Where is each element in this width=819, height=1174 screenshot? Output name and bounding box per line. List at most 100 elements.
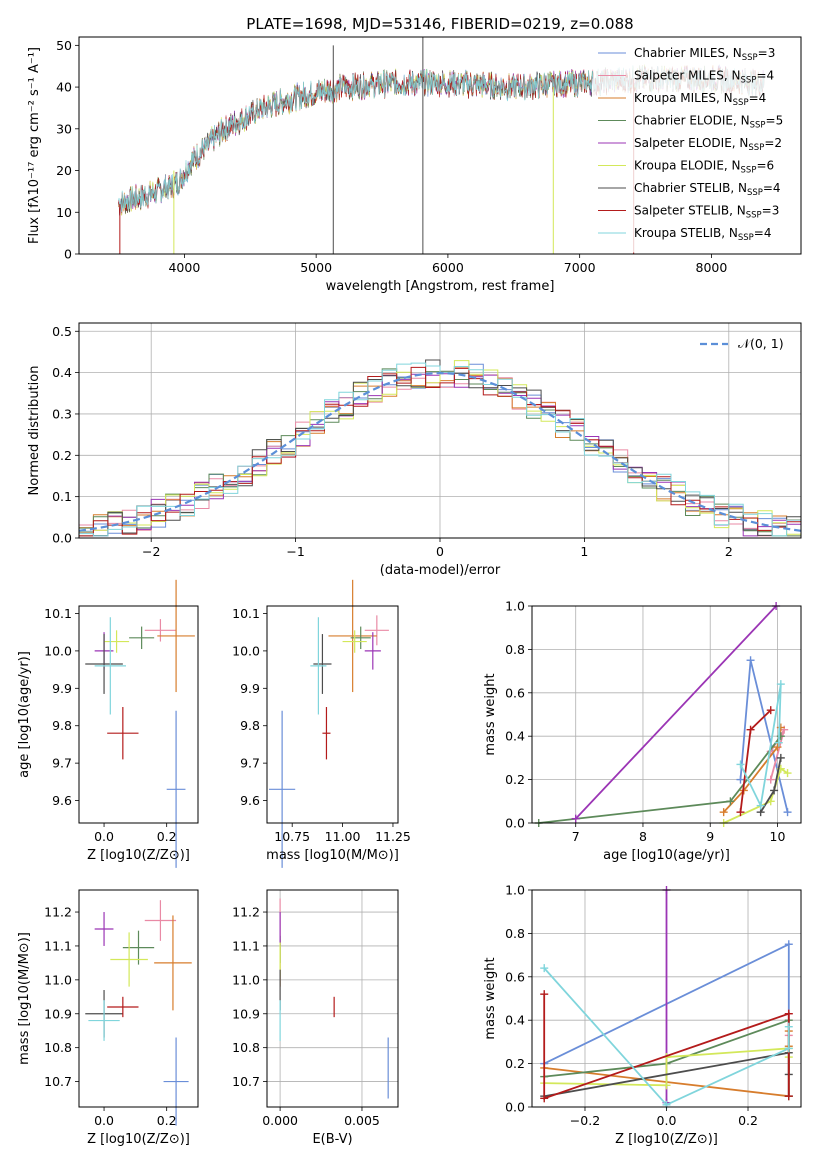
y-tick-label: 11.2 <box>232 905 260 920</box>
x-tick-label: −0.2 <box>570 1113 600 1128</box>
x-tick-label: 1 <box>580 544 588 559</box>
normal-curve <box>78 371 802 532</box>
x-axis-label: mass [log10(M/M⊙)] <box>266 848 399 863</box>
histogram-step <box>79 360 801 535</box>
x-axis-label: Z [log10(Z/Z⊙)] <box>87 848 190 863</box>
x-tick-label: 7 <box>572 829 580 844</box>
y-tick-label: 0.0 <box>505 816 525 831</box>
y-tick-label: 11.1 <box>44 938 72 953</box>
y-tick-label: 0.3 <box>52 406 72 421</box>
x-axis-label: (data-model)/error <box>380 563 501 578</box>
x-tick-label: 0 <box>436 544 444 559</box>
y-tick-label: 10.7 <box>232 1074 260 1089</box>
y-tick-label: 0.8 <box>505 926 525 941</box>
legend-entry: Salpeter ELODIE, NSSP=2 <box>634 136 782 153</box>
x-axis-label: E(B-V) <box>312 1132 352 1147</box>
x-axis-label: Z [log10(Z/Z⊙)] <box>615 1132 718 1147</box>
y-tick-label: 0.0 <box>52 531 72 546</box>
legend-entry: Chabrier STELIB, NSSP=4 <box>634 181 781 198</box>
x-tick-label: 0.2 <box>157 1113 177 1128</box>
y-tick-label: 1.0 <box>505 883 525 898</box>
y-tick-label: 11.0 <box>44 972 72 987</box>
weight-line <box>575 605 777 820</box>
y-tick-label: 0.4 <box>505 729 525 744</box>
legend-normal-label: 𝒩(0, 1) <box>738 336 784 351</box>
y-tick-label: 0.4 <box>505 1013 525 1028</box>
y-tick-label: 1.0 <box>505 599 525 614</box>
legend-entry: Salpeter MILES, NSSP=4 <box>634 69 774 86</box>
legend-entry: Kroupa STELIB, NSSP=4 <box>634 226 772 243</box>
x-tick-label: −2 <box>142 544 160 559</box>
y-tick-label: 30 <box>56 121 72 136</box>
grid-layer <box>79 323 801 1108</box>
weight-line <box>543 967 790 1106</box>
x-tick-label: −1 <box>286 544 304 559</box>
y-tick-label: 0.5 <box>52 324 72 339</box>
histogram-step <box>79 366 801 537</box>
x-tick-label: 8000 <box>696 260 728 275</box>
x-tick-label: 2 <box>725 544 733 559</box>
y-tick-label: 20 <box>56 163 72 178</box>
y-axis-label: mass weight <box>483 673 498 755</box>
legend-entry: Chabrier ELODIE, NSSP=5 <box>634 114 783 131</box>
y-tick-label: 10.0 <box>232 643 260 658</box>
axes-frame <box>78 605 199 824</box>
x-tick-label: 10 <box>770 829 786 844</box>
y-tick-label: 9.6 <box>240 793 260 808</box>
y-tick-label: 10.1 <box>44 606 72 621</box>
histogram-step <box>79 359 801 537</box>
y-tick-label: 9.7 <box>240 756 260 771</box>
y-tick-label: 9.7 <box>52 756 72 771</box>
x-tick-label: 7000 <box>564 260 596 275</box>
weight-line <box>739 683 782 809</box>
y-tick-label: 10.0 <box>44 643 72 658</box>
y-tick-label: 11.2 <box>44 905 72 920</box>
x-axis-label: Z [log10(Z/Z⊙)] <box>87 1132 190 1147</box>
y-tick-label: 0.0 <box>505 1100 525 1115</box>
y-axis-label: Flux [fλ10⁻¹⁷ erg cm⁻² s⁻¹ A⁻¹] <box>27 47 42 244</box>
axes-frame <box>266 605 399 824</box>
legend-box <box>593 44 793 253</box>
y-tick-label: 0.6 <box>505 685 525 700</box>
y-tick-label: 9.9 <box>52 681 72 696</box>
x-tick-label: 0.000 <box>262 1113 298 1128</box>
x-axis-label: age [log10(age/yr)] <box>603 848 730 863</box>
y-tick-label: 10.9 <box>44 1006 72 1021</box>
y-tick-label: 9.6 <box>52 793 72 808</box>
figure-title: PLATE=1698, MJD=53146, FIBERID=0219, z=0… <box>246 15 633 33</box>
y-tick-label: 0 <box>64 247 72 262</box>
weight-line <box>543 994 790 1100</box>
x-tick-label: 6000 <box>432 260 464 275</box>
y-tick-label: 50 <box>56 38 72 53</box>
y-tick-label: 0.1 <box>52 489 72 504</box>
y-tick-label: 10.8 <box>232 1040 260 1055</box>
x-tick-label: 11.00 <box>325 829 361 844</box>
x-tick-label: 0.2 <box>738 1113 758 1128</box>
y-tick-label: 10.9 <box>232 1006 260 1021</box>
x-tick-label: 0.005 <box>344 1113 380 1128</box>
axes-frame <box>531 605 802 824</box>
y-axis-label: age [log10(age/yr)] <box>17 651 32 778</box>
x-tick-label: 4000 <box>168 260 200 275</box>
x-tick-label: 0.2 <box>157 829 177 844</box>
axes-layer: 4000 5000 6000 7000 800001020304050wavelengt… <box>17 36 802 1147</box>
legend-entry: Salpeter STELIB, NSSP=3 <box>634 204 779 221</box>
y-tick-label: 10.1 <box>232 606 260 621</box>
y-tick-label: 9.8 <box>52 718 72 733</box>
y-tick-label: 0.2 <box>52 448 72 463</box>
y-tick-label: 0.8 <box>505 642 525 657</box>
axes-frame <box>266 889 399 1108</box>
y-tick-label: 10 <box>56 205 72 220</box>
y-tick-label: 9.8 <box>240 718 260 733</box>
y-tick-label: 10.8 <box>44 1040 72 1055</box>
y-tick-label: 0.4 <box>52 365 72 380</box>
y-axis-label: Normed distribution <box>27 366 42 496</box>
x-tick-label: 0.0 <box>657 1113 677 1128</box>
y-tick-label: 9.9 <box>240 681 260 696</box>
legend-entry: Kroupa MILES, NSSP=4 <box>634 91 766 108</box>
x-tick-label: 0.0 <box>94 829 114 844</box>
y-axis-label: mass [log10(M/M⊙)] <box>17 932 32 1065</box>
axes-frame <box>78 36 802 255</box>
x-tick-label: 9 <box>706 829 714 844</box>
